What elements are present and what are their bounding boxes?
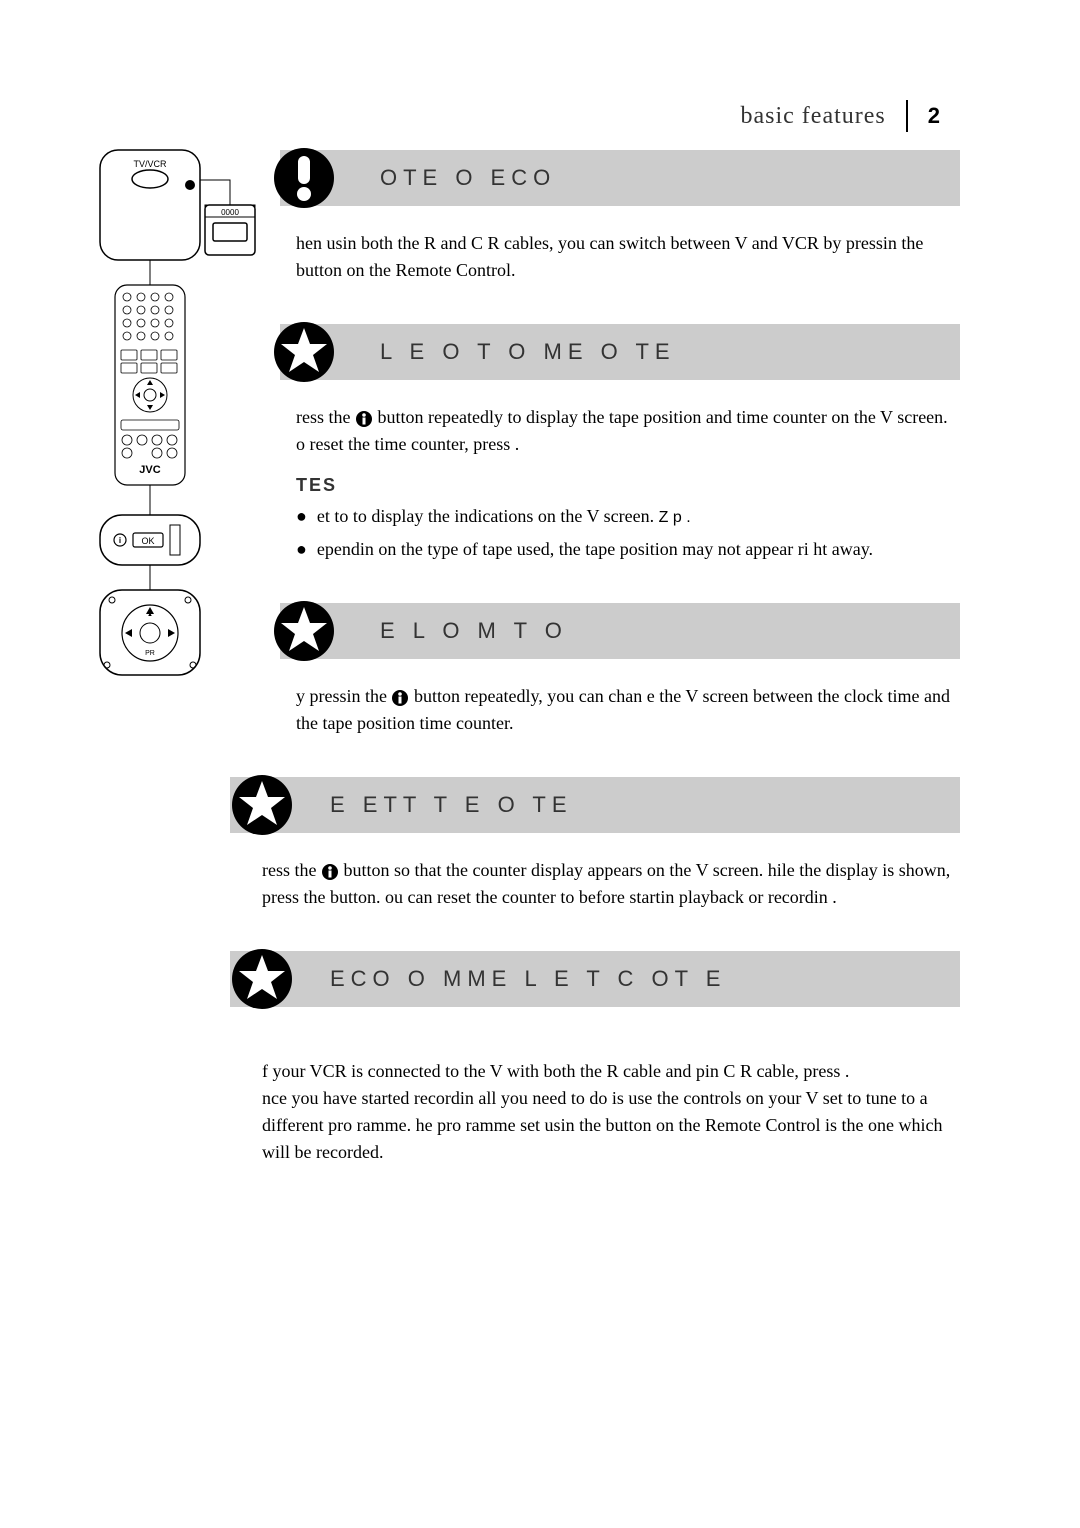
section-body: ress the button so that the counter disp… [230,857,960,911]
section-title: E ETT T E O TE [330,792,573,818]
content-column: OTE O ECO hen usin both the R and C R ca… [280,150,960,1206]
header-divider [906,100,908,132]
star-icon [272,320,336,384]
note-bullet: ● ependin on the type of tape used, the … [296,536,952,563]
section-title: OTE O ECO [380,165,556,191]
page-header: basic features 2 [740,100,940,132]
exclamation-icon [272,146,336,210]
section-body: y pressin the button repeatedly, you can… [280,683,960,737]
notes-label: TES [296,472,952,499]
tvvcr-label: TV/VCR [133,159,167,169]
section-body: ress the button repeatedly to display th… [280,404,960,563]
info-icon [321,863,339,881]
svg-text:i: i [119,536,121,545]
section-header-note-on-record: OTE O ECO [280,150,960,206]
section-header-resetting-counter: E ETT T E O TE [230,777,960,833]
header-title: basic features [740,103,885,130]
section-header-eal-option: E L O M T O [280,603,960,659]
svg-text:▲: ▲ [147,612,153,618]
info-icon [391,689,409,707]
remote-control-diagram: TV/VCR 0000 [85,145,265,685]
ok-label: OK [141,536,154,546]
section-title: L E O T O ME O TE [380,339,676,365]
info-icon [355,410,373,428]
star-icon [230,947,294,1011]
section-header-record-programme-other: ECO O MME L E T C OT E [230,951,960,1007]
section-title: ECO O MME L E T C OT E [330,966,726,992]
star-icon [230,773,294,837]
section-body: f your VCR is connected to the V with bo… [230,1031,960,1166]
star-icon [272,599,336,663]
remote-diagram-column: TV/VCR 0000 [85,145,265,690]
section-title: E L O M T O [380,618,568,644]
section-header-tape-position: L E O T O ME O TE [280,324,960,380]
counter-label: 0000 [221,208,239,217]
page-number: 2 [928,103,940,129]
svg-text:PR: PR [145,650,155,657]
note-bullet: ● et to to display the indications on th… [296,503,952,530]
section-body: hen usin both the R and C R cables, you … [280,230,960,284]
brand-label: JVC [139,464,160,476]
